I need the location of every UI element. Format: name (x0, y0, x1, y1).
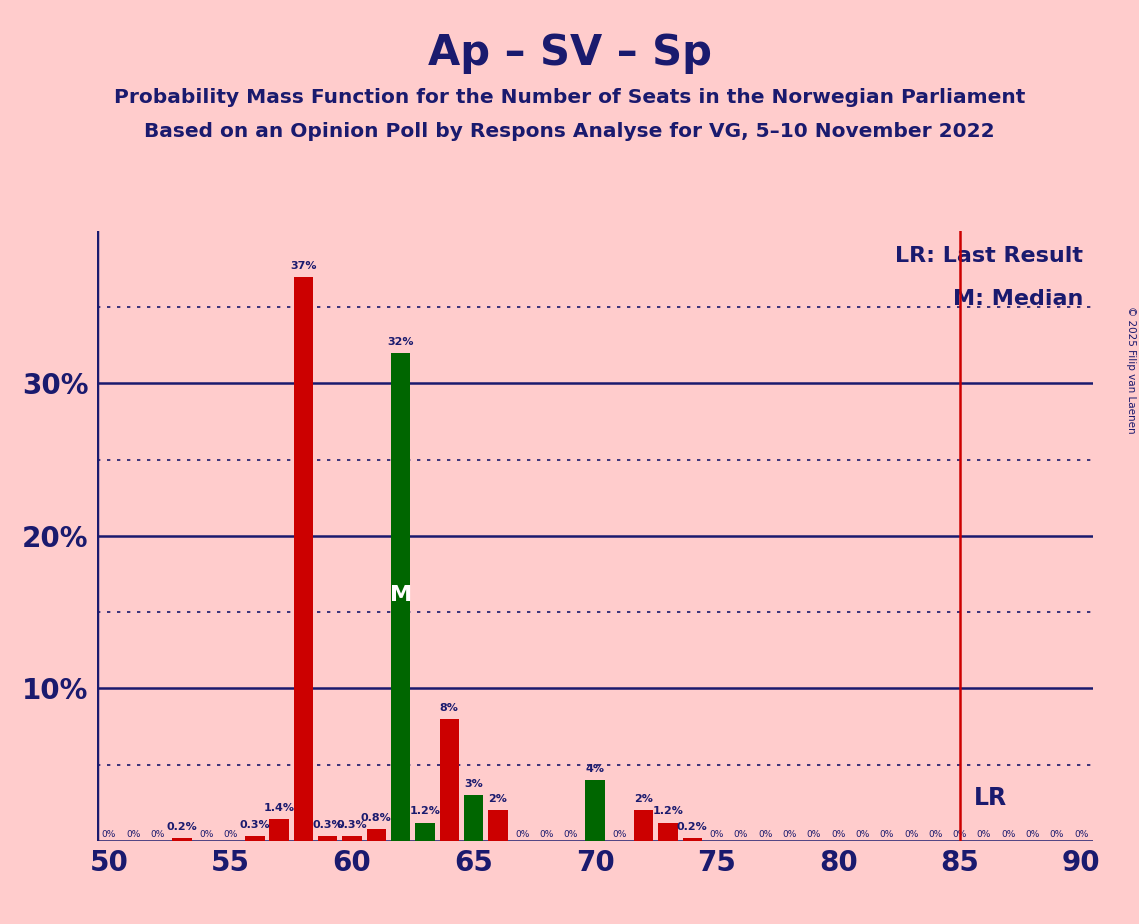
Text: 1.2%: 1.2% (410, 807, 441, 817)
Text: 0%: 0% (1074, 830, 1089, 839)
Text: 0%: 0% (904, 830, 918, 839)
Text: 0%: 0% (1050, 830, 1064, 839)
Bar (440, 719, 459, 841)
Text: Based on an Opinion Poll by Respons Analyse for VG, 5–10 November 2022: Based on an Opinion Poll by Respons Anal… (145, 122, 994, 141)
Text: 0%: 0% (613, 830, 626, 839)
Bar (416, 822, 435, 841)
Text: 0%: 0% (782, 830, 797, 839)
Text: 3%: 3% (465, 779, 483, 789)
Text: 2%: 2% (489, 795, 507, 804)
Text: 0%: 0% (101, 830, 116, 839)
Text: 0%: 0% (952, 830, 967, 839)
Text: 2%: 2% (634, 795, 653, 804)
Text: Probability Mass Function for the Number of Seats in the Norwegian Parliament: Probability Mass Function for the Number… (114, 88, 1025, 107)
Bar (270, 820, 289, 841)
Text: 0.3%: 0.3% (337, 821, 368, 830)
Bar (318, 836, 337, 841)
Text: 0%: 0% (879, 830, 894, 839)
Text: 0%: 0% (126, 830, 140, 839)
Bar (634, 810, 654, 841)
Text: 0%: 0% (734, 830, 748, 839)
Text: 0%: 0% (710, 830, 724, 839)
Text: 0%: 0% (223, 830, 238, 839)
Text: 0%: 0% (150, 830, 165, 839)
Bar (391, 353, 410, 841)
Text: 0%: 0% (759, 830, 772, 839)
Bar (294, 277, 313, 841)
Bar (367, 829, 386, 841)
Text: M: Median: M: Median (953, 289, 1083, 309)
Bar (658, 822, 678, 841)
Text: 0%: 0% (928, 830, 943, 839)
Text: 8%: 8% (440, 703, 459, 712)
Text: 0.2%: 0.2% (166, 821, 197, 832)
Text: 0%: 0% (855, 830, 870, 839)
Text: 0%: 0% (806, 830, 821, 839)
Bar (343, 836, 362, 841)
Text: 0%: 0% (564, 830, 577, 839)
Text: 1.2%: 1.2% (653, 807, 683, 817)
Text: 1.4%: 1.4% (263, 803, 295, 813)
Text: 0.3%: 0.3% (239, 821, 270, 830)
Text: 0.2%: 0.2% (677, 821, 707, 832)
Text: 0%: 0% (1001, 830, 1016, 839)
Text: 0%: 0% (1025, 830, 1040, 839)
Text: 32%: 32% (387, 337, 413, 346)
Text: 0%: 0% (515, 830, 530, 839)
Bar (464, 795, 483, 841)
Bar (682, 838, 702, 841)
Bar (585, 780, 605, 841)
Text: 0%: 0% (199, 830, 213, 839)
Text: 4%: 4% (585, 764, 605, 773)
Text: 0%: 0% (977, 830, 991, 839)
Bar (172, 838, 191, 841)
Bar (489, 810, 508, 841)
Text: 0%: 0% (831, 830, 845, 839)
Text: 0.8%: 0.8% (361, 812, 392, 822)
Text: LR: Last Result: LR: Last Result (895, 246, 1083, 266)
Text: M: M (390, 585, 411, 604)
Text: Ap – SV – Sp: Ap – SV – Sp (427, 32, 712, 74)
Text: 0.3%: 0.3% (312, 821, 343, 830)
Text: 37%: 37% (290, 261, 317, 271)
Text: LR: LR (974, 786, 1008, 810)
Bar (245, 836, 264, 841)
Text: © 2025 Filip van Laenen: © 2025 Filip van Laenen (1126, 306, 1136, 433)
Text: 0%: 0% (540, 830, 554, 839)
